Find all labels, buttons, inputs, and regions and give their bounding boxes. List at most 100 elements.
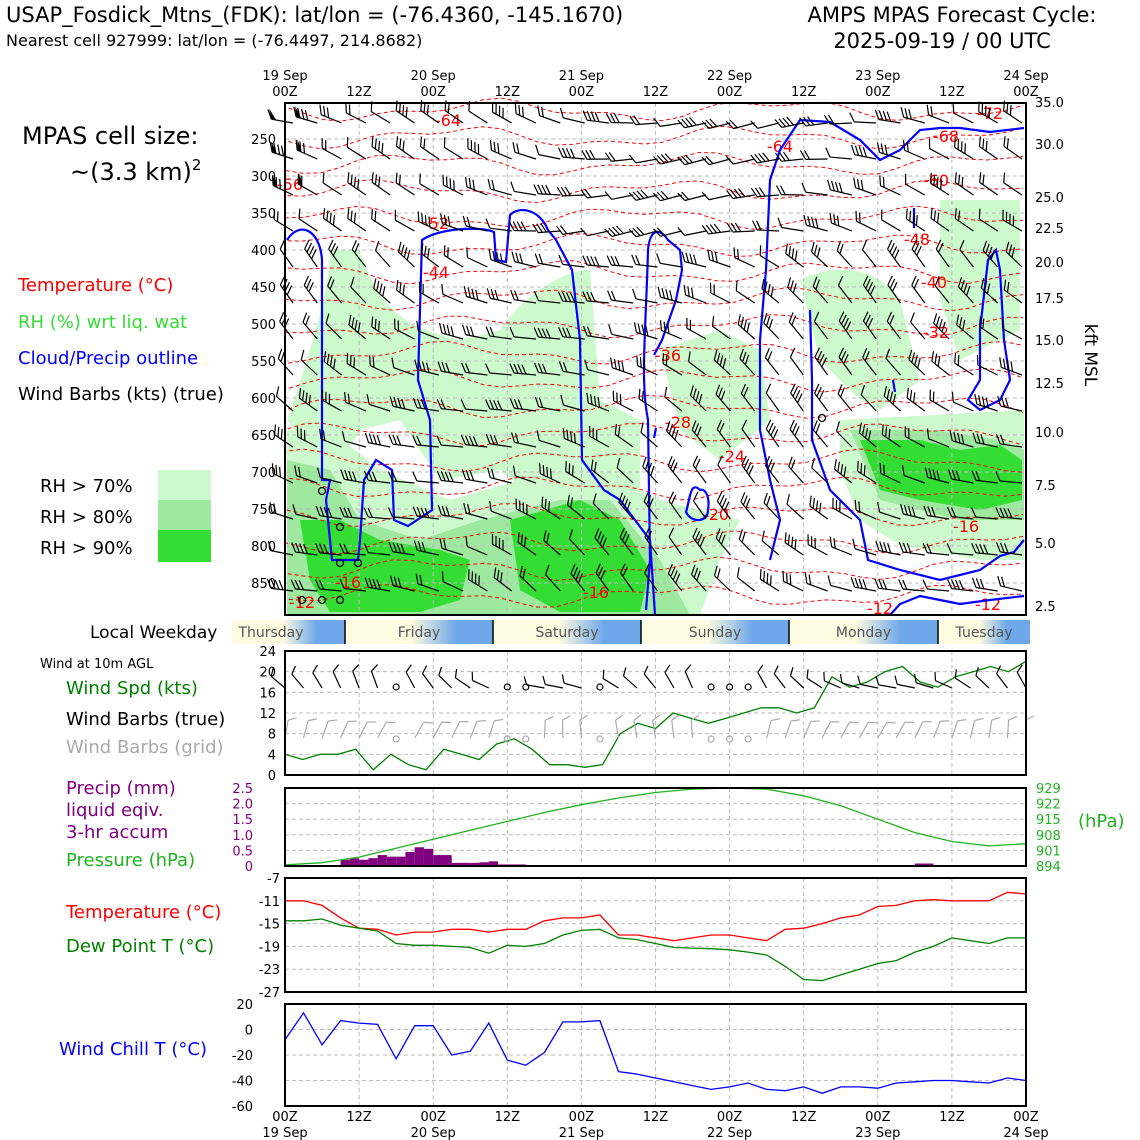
barb-flag <box>730 189 738 199</box>
barb-shaft <box>298 218 318 232</box>
wind-barb <box>862 311 877 340</box>
barb-flag <box>302 312 308 323</box>
barb-flag <box>1010 361 1014 372</box>
barb-flag <box>623 498 629 509</box>
wind-barb <box>701 155 731 166</box>
wind-barb <box>489 140 512 160</box>
wind-barb <box>443 245 464 268</box>
barb-shaft <box>539 439 561 448</box>
wind-barb <box>323 351 342 376</box>
barb-flag <box>975 666 979 676</box>
wind-barb <box>788 312 804 340</box>
barb-flag <box>1003 136 1006 147</box>
barb-flag <box>709 118 718 127</box>
barb-shaft <box>320 477 342 484</box>
wind-barb-true <box>454 668 471 689</box>
barb-flag <box>867 318 874 328</box>
barb-flag <box>526 504 528 515</box>
wind-barb <box>267 540 294 556</box>
barb-shaft <box>468 110 488 124</box>
barb-flag <box>879 175 882 186</box>
barb-flag <box>412 397 418 408</box>
wind-barb <box>709 282 731 304</box>
barb-shaft <box>1000 405 1023 412</box>
barb-flag <box>594 256 600 267</box>
barb-flag <box>568 463 571 474</box>
pressure-tick-label: 600 <box>251 392 276 407</box>
barb-flag <box>519 500 521 511</box>
wind-barb <box>397 241 415 268</box>
wind-barb <box>759 568 780 592</box>
wind-barb <box>487 467 512 484</box>
barb-flag <box>497 400 503 411</box>
wbarb-true-label: Wind Barbs (true) <box>66 709 225 730</box>
wind-barb <box>789 419 804 448</box>
barb-flag <box>681 191 690 200</box>
barb-flag <box>541 106 544 118</box>
barb-flag <box>697 534 703 545</box>
temperature-contour-label: -12 <box>975 595 1001 614</box>
barb-shaft <box>806 582 828 592</box>
barb-flag <box>894 675 898 685</box>
barb-flag <box>643 665 649 675</box>
barb-flag <box>643 491 649 502</box>
barb-flag <box>557 291 564 302</box>
barb-flag <box>1003 279 1007 291</box>
bottom-time-label: 00Z <box>1013 1110 1039 1125</box>
barb-flag <box>585 149 592 160</box>
barb-flag <box>405 107 408 118</box>
barb-flag <box>438 322 443 334</box>
wind-barb-grid <box>414 721 433 739</box>
wind-barb <box>582 325 609 340</box>
barb-flag <box>352 471 357 482</box>
barb-flag <box>766 573 769 584</box>
barb-flag <box>995 507 1001 518</box>
barb-flag <box>562 428 565 439</box>
barb-shaft <box>358 721 368 739</box>
barb-flag <box>874 578 880 589</box>
barb-shaft <box>709 259 731 268</box>
wind-barb <box>319 104 342 124</box>
barb-shaft <box>444 146 464 160</box>
pressure-tick-label: 450 <box>251 281 276 296</box>
barb-shaft <box>538 300 561 304</box>
barb-flag <box>714 252 718 263</box>
wind-barb <box>978 316 999 340</box>
barb-flag <box>389 396 394 407</box>
wind-barb <box>814 347 829 376</box>
wind-barb <box>849 112 877 124</box>
barb-flag <box>371 316 374 327</box>
barb-flag <box>397 397 402 409</box>
pressure-tick-label: 550 <box>251 355 276 370</box>
barb-flag <box>633 322 638 333</box>
barb-flag <box>763 492 768 504</box>
barb-flag <box>323 543 329 554</box>
temperature-contour <box>284 422 1024 447</box>
barb-flag <box>615 225 624 234</box>
barb-flag <box>512 465 516 476</box>
barb-flag <box>538 254 544 265</box>
precip-bar <box>423 848 434 866</box>
temperature-contour <box>284 394 1024 419</box>
barb-flag <box>496 252 500 263</box>
barb-flag <box>339 578 345 589</box>
temperature-contour <box>284 151 1024 176</box>
wind-barb <box>605 113 634 124</box>
barb-flag <box>889 314 895 325</box>
barb-shaft <box>1002 328 1023 340</box>
wind-barb-grid <box>914 721 932 739</box>
barb-flag <box>542 675 546 685</box>
barb-flag <box>463 502 467 514</box>
wind-barb <box>1003 279 1023 304</box>
barb-shaft <box>611 333 634 340</box>
wind-barb <box>395 136 415 160</box>
barb-flag <box>291 542 297 553</box>
wind-barb <box>838 347 853 376</box>
wind-barb <box>765 383 780 412</box>
wind-barb <box>340 469 367 484</box>
barb-flag <box>325 140 327 151</box>
barb-flag <box>985 243 990 254</box>
barb-flag <box>985 105 987 116</box>
wind-barb <box>829 536 853 556</box>
